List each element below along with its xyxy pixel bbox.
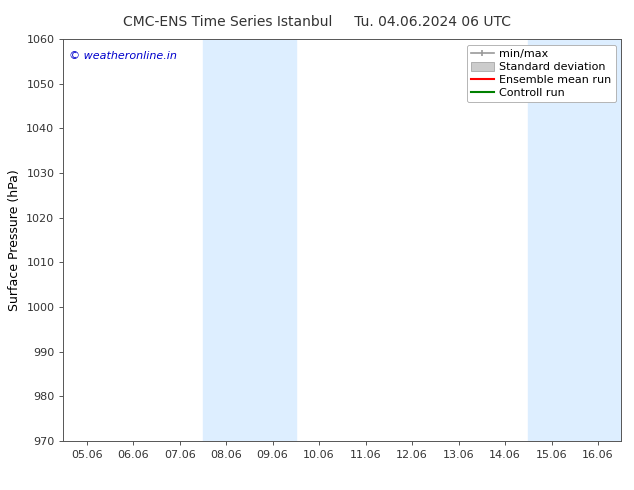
Bar xyxy=(203,39,296,441)
Legend: min/max, Standard deviation, Ensemble mean run, Controll run: min/max, Standard deviation, Ensemble me… xyxy=(467,45,616,102)
Bar xyxy=(528,39,621,441)
Text: © weatheronline.in: © weatheronline.in xyxy=(69,51,177,61)
Text: CMC-ENS Time Series Istanbul     Tu. 04.06.2024 06 UTC: CMC-ENS Time Series Istanbul Tu. 04.06.2… xyxy=(123,15,511,29)
Y-axis label: Surface Pressure (hPa): Surface Pressure (hPa) xyxy=(8,169,21,311)
